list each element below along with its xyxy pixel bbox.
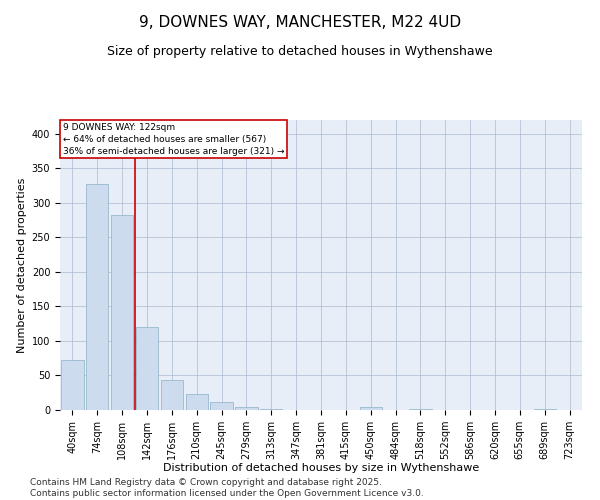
Bar xyxy=(235,407,257,410)
Bar xyxy=(359,406,382,410)
Y-axis label: Number of detached properties: Number of detached properties xyxy=(17,178,28,352)
X-axis label: Distribution of detached houses by size in Wythenshawe: Distribution of detached houses by size … xyxy=(163,464,479,473)
Bar xyxy=(61,360,83,410)
Bar xyxy=(533,408,556,410)
Bar xyxy=(185,394,208,410)
Bar xyxy=(111,214,133,410)
Bar xyxy=(136,327,158,410)
Text: 9 DOWNES WAY: 122sqm
← 64% of detached houses are smaller (567)
36% of semi-deta: 9 DOWNES WAY: 122sqm ← 64% of detached h… xyxy=(62,123,284,156)
Bar xyxy=(161,380,183,410)
Bar xyxy=(211,402,233,410)
Text: Size of property relative to detached houses in Wythenshawe: Size of property relative to detached ho… xyxy=(107,45,493,58)
Bar xyxy=(86,184,109,410)
Text: 9, DOWNES WAY, MANCHESTER, M22 4UD: 9, DOWNES WAY, MANCHESTER, M22 4UD xyxy=(139,15,461,30)
Text: Contains HM Land Registry data © Crown copyright and database right 2025.
Contai: Contains HM Land Registry data © Crown c… xyxy=(30,478,424,498)
